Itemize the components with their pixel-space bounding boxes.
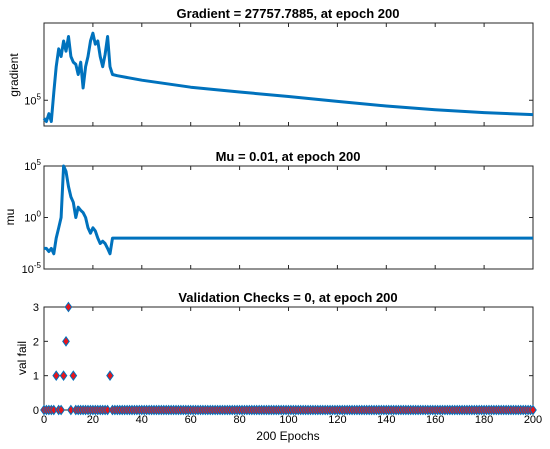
x-tick-label: 0 <box>41 414 47 426</box>
valfail-axes-box <box>43 306 534 411</box>
x-tick-label: 140 <box>377 414 395 426</box>
x-tick-label: 20 <box>87 414 99 426</box>
valfail-ylabel: val fail <box>15 341 29 375</box>
x-tick-label: 180 <box>475 414 493 426</box>
mu-axes-box <box>43 165 534 270</box>
x-tick-label: 160 <box>426 414 444 426</box>
x-tick-label: 100 <box>279 414 297 426</box>
gradient-title: Gradient = 27757.7885, at epoch 200 <box>177 6 400 21</box>
y-tick-label: 3 <box>33 302 39 314</box>
x-tick-label: 120 <box>328 414 346 426</box>
y-tick-label: 1 <box>33 371 39 383</box>
valfail-point <box>52 370 61 382</box>
mu-tick-marks <box>43 165 534 270</box>
y-tick-label: 2 <box>33 336 39 348</box>
gradient-tick-marks <box>43 23 534 126</box>
y-tick-label: 105 <box>24 92 41 107</box>
mu-series-line <box>44 164 533 256</box>
valfail-point <box>59 370 68 382</box>
valfail-point <box>57 404 65 416</box>
valfail-title: Validation Checks = 0, at epoch 200 <box>178 290 397 305</box>
mu-ytick-labels: 10-5 100 105 <box>22 158 42 276</box>
x-tick-label: 60 <box>185 414 197 426</box>
mu-panel: Mu = 0.01, at epoch 200 10-5 100 105 mu <box>3 149 534 276</box>
y-tick-label: 10-5 <box>22 261 42 276</box>
valfail-markers <box>40 301 537 416</box>
gradient-ytick-labels: 105 <box>24 92 41 107</box>
gradient-series-line <box>42 31 534 123</box>
x-tick-label: 80 <box>233 414 245 426</box>
valfail-point <box>64 301 73 313</box>
valfail-point <box>62 335 70 347</box>
x-tick-label: 40 <box>136 414 148 426</box>
valfail-point <box>106 370 114 382</box>
valfail-xlabel: 200 Epochs <box>256 429 319 443</box>
mu-ylabel: mu <box>3 209 17 226</box>
x-tick-label: 200 <box>524 414 542 426</box>
gradient-ylabel: gradient <box>7 53 21 97</box>
valfail-point <box>529 404 537 416</box>
mu-title: Mu = 0.01, at epoch 200 <box>216 149 361 164</box>
y-tick-label: 100 <box>24 210 41 225</box>
valfail-point <box>69 370 78 382</box>
gradient-axes-box <box>43 22 534 127</box>
valfail-ytick-labels: 0 1 2 3 <box>33 302 39 417</box>
y-tick-label: 105 <box>24 158 41 173</box>
gradient-panel: Gradient = 27757.7885, at epoch 200 105 … <box>7 6 534 127</box>
valfail-xtick-labels: 0 20 40 60 80 100 120 140 160 180 200 <box>41 414 542 426</box>
y-tick-label: 0 <box>33 405 39 417</box>
valfail-panel: Validation Checks = 0, at epoch 200 0 1 2 3… <box>15 290 542 443</box>
